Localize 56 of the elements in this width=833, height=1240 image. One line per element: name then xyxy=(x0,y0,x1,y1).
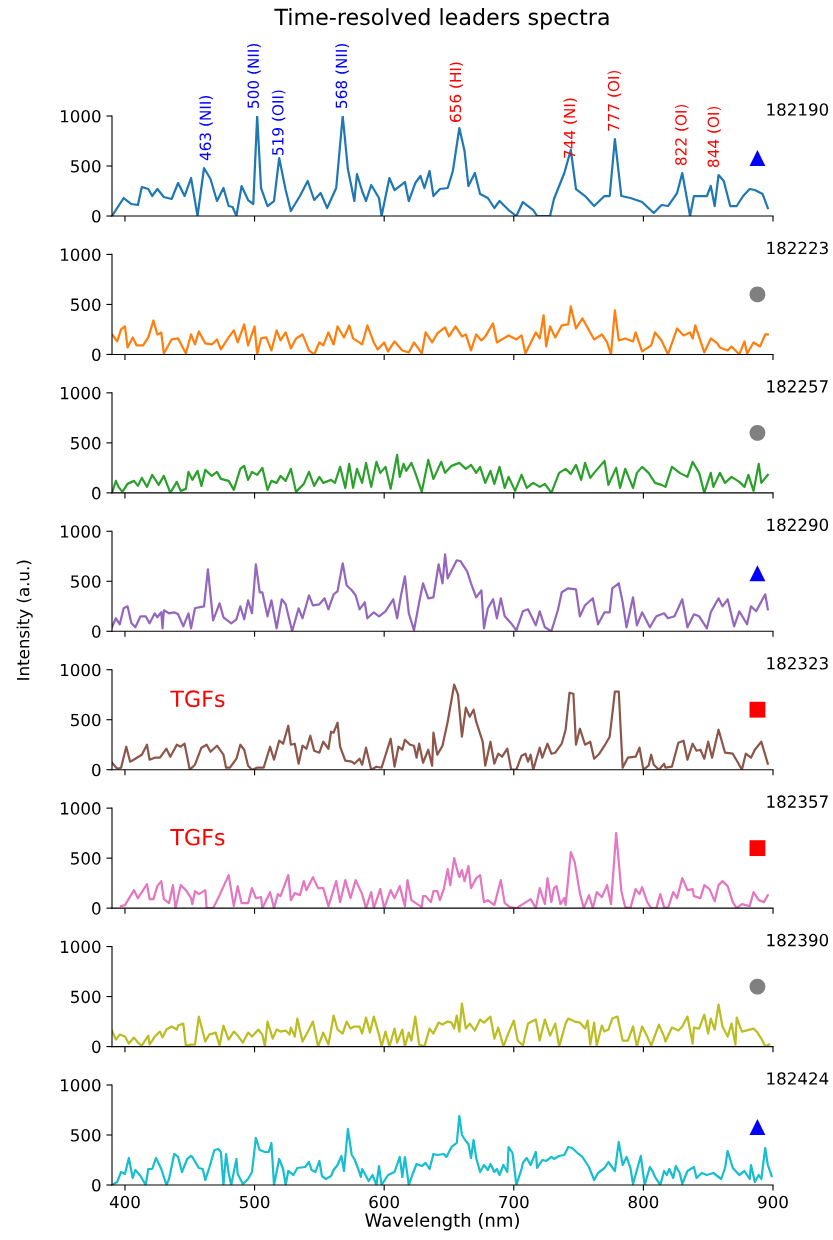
y-tick-label: 500 xyxy=(71,436,101,450)
x-axis-title: Wavelength (nm) xyxy=(365,1212,519,1231)
chart-subtitle: 182390 xyxy=(767,933,829,947)
x-tick-label: 700 xyxy=(499,1195,529,1209)
x-tick-label: 400 xyxy=(109,1195,140,1209)
annotation: 777 (OI) xyxy=(607,70,622,131)
y-tick-label: 500 xyxy=(71,575,101,588)
y-tick-label: 0 xyxy=(92,486,101,500)
y-tick-label: 1000 xyxy=(61,386,101,400)
line-series xyxy=(112,683,769,770)
annotation: TGFs xyxy=(170,690,225,708)
x-tick-label: 900 xyxy=(758,1195,788,1209)
chart-title: Time-resolved leaders spectra xyxy=(274,8,609,30)
y-tick-label: 0 xyxy=(92,1040,101,1054)
y-tick-label: 1000 xyxy=(61,940,101,954)
annotation: 568 (NII) xyxy=(335,43,349,108)
annotation: 822 (OI) xyxy=(674,104,689,166)
y-tick-label: 1000 xyxy=(61,663,101,677)
annotation: 500 (NII) xyxy=(247,43,261,108)
y-tick-label: 1000 xyxy=(61,802,101,815)
y-tick-label: 500 xyxy=(71,852,101,865)
y-tick-label: 1000 xyxy=(61,1078,101,1092)
chart-subtitle: 182424 xyxy=(767,1072,829,1085)
y-tick-label: 0 xyxy=(92,763,101,777)
y-axis-title: Intensity (a.u.) xyxy=(16,560,33,680)
y-tick-label: 1000 xyxy=(61,248,101,261)
y-tick-label: 0 xyxy=(92,348,101,362)
annotation: 463 (NII) xyxy=(199,96,213,161)
x-tick-label: 800 xyxy=(628,1195,659,1209)
line-series xyxy=(112,305,769,355)
y-tick-label: 500 xyxy=(71,159,101,173)
y-tick-label: 500 xyxy=(71,298,101,311)
y-tick-label: 0 xyxy=(92,625,101,638)
y-tick-label: 0 xyxy=(92,902,101,915)
y-tick-label: 500 xyxy=(71,713,101,727)
chart-subtitle: 182190 xyxy=(767,103,829,116)
chart-subtitle: 182257 xyxy=(767,380,828,393)
y-tick-label: 1000 xyxy=(61,525,101,538)
y-tick-label: 500 xyxy=(71,1128,101,1142)
chart-subtitle: 182290 xyxy=(767,518,829,532)
annotation: 656 (HI) xyxy=(449,62,463,122)
y-tick-label: 500 xyxy=(71,990,101,1004)
annotation: 744 (NI) xyxy=(563,98,578,158)
line-series xyxy=(112,553,769,632)
y-tick-label: 1000 xyxy=(61,109,101,123)
chart-subtitle: 182223 xyxy=(767,241,828,255)
line-series xyxy=(112,453,769,493)
y-tick-label: 0 xyxy=(92,209,101,223)
chart-subtitle: 182323 xyxy=(767,656,828,670)
chart-subtitle: 182357 xyxy=(767,795,828,808)
x-tick-label: 600 xyxy=(369,1195,399,1209)
annotation: 844 (OI) xyxy=(707,106,721,168)
y-tick-label: 0 xyxy=(92,1178,101,1192)
annotation: 519 (OII) xyxy=(271,90,286,155)
x-tick-label: 500 xyxy=(239,1195,270,1209)
annotation: TGFs xyxy=(170,828,225,846)
